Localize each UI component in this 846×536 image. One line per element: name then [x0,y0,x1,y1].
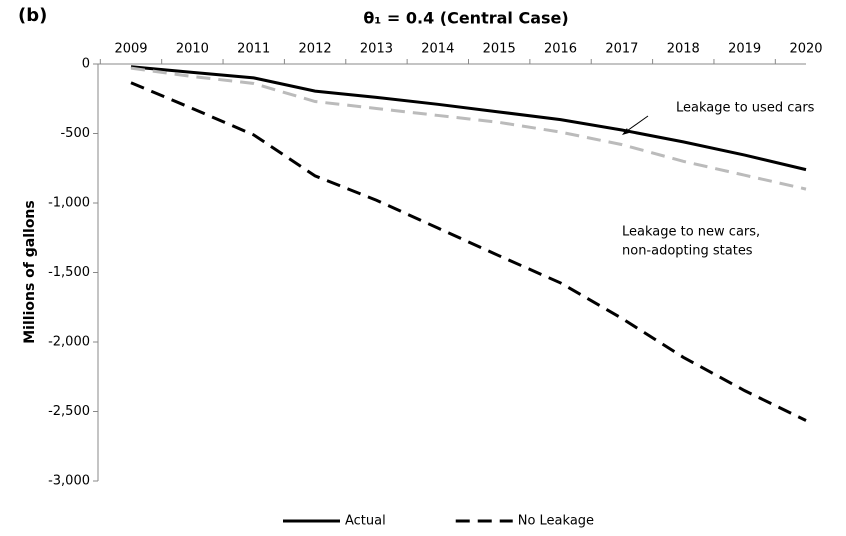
y-tick-label: -2,000 [48,335,90,350]
x-tick-label: 2015 [483,42,516,57]
series-line [130,81,807,422]
panel-label: (b) [18,5,47,26]
y-axis-label: Millions of gallons [22,200,38,344]
y-tick-label: -2,500 [48,404,90,419]
x-tick-label: 2013 [360,42,393,57]
series-line [130,65,807,172]
y-tick-label: -1,000 [48,196,90,211]
y-tick-label: -1,500 [48,265,90,280]
y-tick-label: -500 [60,126,90,141]
legend-label: No Leakage [518,514,594,529]
x-tick-label: 2011 [237,42,270,57]
series-line [130,66,807,191]
y-tick-label: -3,000 [48,474,90,489]
x-tick-label: 2012 [299,42,332,57]
annotation: non-adopting states [622,244,753,259]
x-tick-label: 2010 [176,42,209,57]
x-tick-label: 2018 [667,42,700,57]
x-tick-label: 2019 [728,42,761,57]
x-tick-label: 2017 [605,42,638,57]
chart-title: θ₁ = 0.4 (Central Case) [363,9,568,28]
x-tick-label: 2009 [114,42,147,57]
y-tick-label: 0 [82,57,90,72]
x-tick-label: 2020 [789,42,822,57]
x-tick-label: 2016 [544,42,577,57]
legend-label: Actual [345,514,386,529]
annotation: Leakage to used cars [676,101,815,116]
x-tick-label: 2014 [421,42,454,57]
annotation: Leakage to new cars, [622,225,760,240]
